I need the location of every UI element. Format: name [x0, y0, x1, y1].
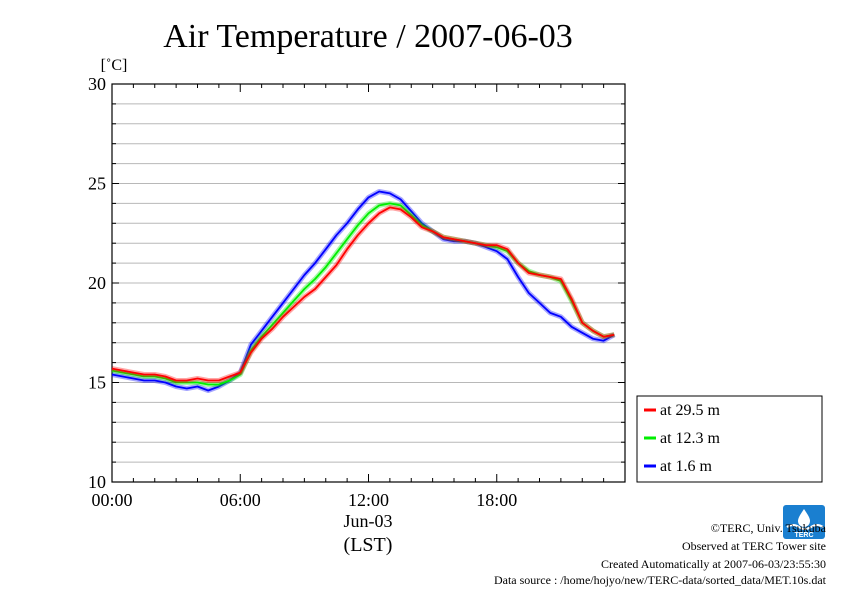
footer-created: Created Automatically at 2007-06-03/23:5… — [601, 557, 826, 571]
series-line — [111, 206, 615, 382]
legend-label: at 12.3 m — [660, 430, 721, 447]
footer-observed: Observed at TERC Tower site — [681, 539, 826, 553]
series-line — [111, 202, 615, 386]
legend: at 29.5 m at 12.3 m at 1.6 m — [636, 395, 823, 483]
y-tick-label: 10 — [88, 472, 106, 492]
x-tick-label: 12:00 — [348, 490, 389, 510]
logo-text: TERC — [794, 532, 813, 539]
series-line — [111, 190, 615, 392]
chart-title: Air Temperature / 2007-06-03 — [163, 18, 573, 55]
legend-box — [636, 395, 823, 483]
y-tick-label: 15 — [88, 373, 106, 393]
y-axis: 10 15 20 25 30 — [88, 74, 625, 492]
x-axis-label: (LST) — [344, 534, 393, 556]
x-tick-label: 00:00 — [91, 490, 132, 510]
x-tick-label: 18:00 — [476, 490, 517, 510]
series-lines — [111, 189, 616, 393]
x-axis: 00:00 06:00 12:00 18:00 — [91, 84, 626, 510]
legend-label: at 1.6 m — [660, 458, 713, 475]
x-tick-label: 06:00 — [220, 490, 261, 510]
y-axis-label: [˚C] — [101, 57, 128, 74]
footer-source: Data source : /home/hojyo/new/TERC-data/… — [493, 573, 826, 587]
grid — [112, 103, 625, 463]
date-label: Jun-03 — [344, 511, 393, 531]
terc-logo-icon: TERC — [783, 505, 825, 539]
y-tick-label: 30 — [88, 74, 106, 94]
y-tick-label: 25 — [88, 174, 106, 194]
footer-copyright: ©TERC, Univ. Tsukuba — [710, 521, 826, 535]
legend-label: at 29.5 m — [660, 402, 721, 419]
y-tick-label: 20 — [88, 273, 106, 293]
series-halo — [111, 204, 615, 383]
